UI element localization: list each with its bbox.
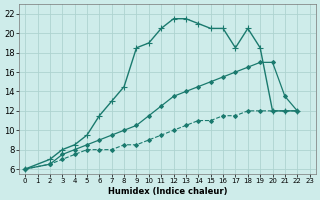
X-axis label: Humidex (Indice chaleur): Humidex (Indice chaleur) <box>108 187 227 196</box>
